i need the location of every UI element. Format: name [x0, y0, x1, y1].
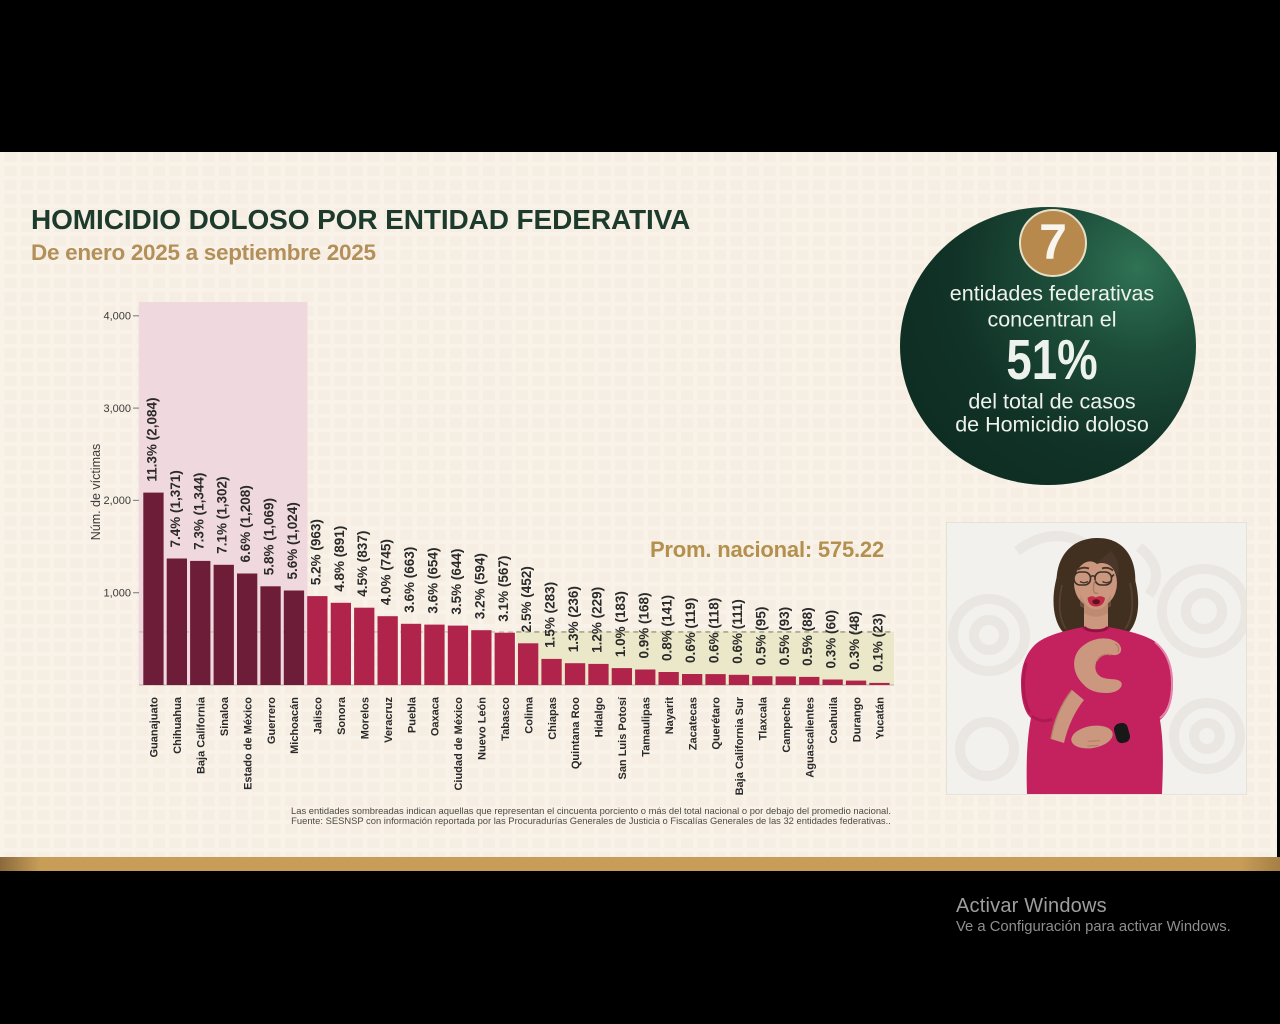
svg-text:0.5% (95): 0.5% (95)	[753, 607, 768, 666]
svg-text:Guerrero: Guerrero	[266, 697, 278, 744]
svg-text:0.3% (60): 0.3% (60)	[824, 610, 839, 669]
svg-text:Baja California Sur: Baja California Sur	[734, 696, 746, 795]
svg-text:2.5% (452): 2.5% (452)	[519, 566, 534, 632]
svg-text:Durango: Durango	[851, 697, 863, 743]
svg-text:0.9% (168): 0.9% (168)	[636, 592, 651, 658]
svg-text:Núm. de víctimas: Núm. de víctimas	[89, 444, 103, 541]
svg-text:Estado de México: Estado de México	[242, 697, 254, 790]
svg-text:Chihuahua: Chihuahua	[172, 696, 184, 754]
svg-text:1.3% (236): 1.3% (236)	[566, 586, 581, 652]
svg-text:1,000: 1,000	[103, 588, 131, 600]
svg-text:3.6% (654): 3.6% (654)	[426, 548, 441, 614]
svg-text:Zacatecas: Zacatecas	[687, 697, 699, 750]
svg-text:0.3% (48): 0.3% (48)	[847, 611, 862, 670]
svg-text:0.8% (141): 0.8% (141)	[660, 595, 675, 661]
svg-text:Puebla: Puebla	[406, 696, 418, 733]
svg-text:1.0% (183): 1.0% (183)	[613, 591, 628, 657]
svg-text:1.2% (229): 1.2% (229)	[589, 587, 604, 653]
svg-text:0.6% (111): 0.6% (111)	[730, 599, 745, 664]
svg-text:5.6% (1,024): 5.6% (1,024)	[285, 502, 300, 579]
svg-text:7.4% (1,371): 7.4% (1,371)	[168, 470, 183, 547]
svg-text:6.6% (1,208): 6.6% (1,208)	[238, 485, 253, 562]
svg-text:5.2% (963): 5.2% (963)	[308, 519, 323, 585]
svg-text:0.6% (118): 0.6% (118)	[707, 598, 722, 663]
svg-text:Tamaulipas: Tamaulipas	[641, 697, 653, 757]
svg-text:4.0% (745): 4.0% (745)	[379, 539, 394, 605]
svg-text:5.8% (1,069): 5.8% (1,069)	[262, 498, 277, 575]
svg-text:11.3% (2,084): 11.3% (2,084)	[145, 398, 160, 482]
svg-text:Baja California: Baja California	[196, 696, 208, 774]
svg-text:Veracruz: Veracruz	[383, 697, 395, 743]
svg-text:Yucatán: Yucatán	[875, 697, 887, 739]
svg-text:0.5% (88): 0.5% (88)	[800, 607, 815, 666]
svg-text:Nayarit: Nayarit	[664, 697, 676, 735]
svg-text:Guanajuato: Guanajuato	[149, 697, 161, 758]
svg-text:3.1% (567): 3.1% (567)	[496, 556, 511, 622]
svg-text:3.2% (594): 3.2% (594)	[472, 553, 487, 619]
svg-text:Coahuila: Coahuila	[828, 696, 840, 743]
svg-text:Sonora: Sonora	[336, 696, 348, 735]
svg-text:4,000: 4,000	[103, 311, 131, 323]
svg-text:Nuevo León: Nuevo León	[477, 697, 489, 760]
svg-text:1.5% (283): 1.5% (283)	[543, 582, 558, 648]
svg-text:Michoacán: Michoacán	[289, 697, 301, 754]
svg-text:Ciudad de México: Ciudad de México	[453, 697, 465, 791]
svg-text:7.1% (1,302): 7.1% (1,302)	[215, 477, 230, 554]
svg-text:Tlaxcala: Tlaxcala	[758, 696, 770, 740]
svg-text:3,000: 3,000	[103, 403, 131, 415]
svg-text:Morelos: Morelos	[359, 697, 371, 739]
svg-text:4.5% (837): 4.5% (837)	[355, 531, 370, 597]
svg-text:San Luis Potosí: San Luis Potosí	[617, 696, 629, 779]
svg-text:0.5% (93): 0.5% (93)	[777, 607, 792, 666]
svg-text:3.6% (663): 3.6% (663)	[402, 547, 417, 613]
svg-text:7.3% (1,344): 7.3% (1,344)	[191, 473, 206, 550]
svg-text:Hidalgo: Hidalgo	[594, 697, 606, 738]
svg-text:3.5% (644): 3.5% (644)	[449, 549, 464, 615]
svg-text:2,000: 2,000	[103, 495, 131, 507]
svg-text:Chiapas: Chiapas	[547, 697, 559, 740]
svg-text:Oaxaca: Oaxaca	[430, 696, 442, 736]
svg-text:Tabasco: Tabasco	[500, 697, 512, 741]
svg-text:Quintana Roo: Quintana Roo	[570, 697, 582, 769]
svg-text:Sinaloa: Sinaloa	[219, 696, 231, 736]
svg-text:0.6% (119): 0.6% (119)	[683, 598, 698, 663]
svg-text:Colima: Colima	[523, 696, 535, 734]
svg-text:Querétaro: Querétaro	[711, 697, 723, 750]
svg-text:Jalisco: Jalisco	[313, 697, 325, 735]
svg-text:Campeche: Campeche	[781, 697, 793, 753]
svg-text:0.1% (23): 0.1% (23)	[871, 613, 886, 672]
svg-text:4.8% (891): 4.8% (891)	[332, 526, 347, 592]
svg-text:Aguascalientes: Aguascalientes	[804, 697, 816, 778]
